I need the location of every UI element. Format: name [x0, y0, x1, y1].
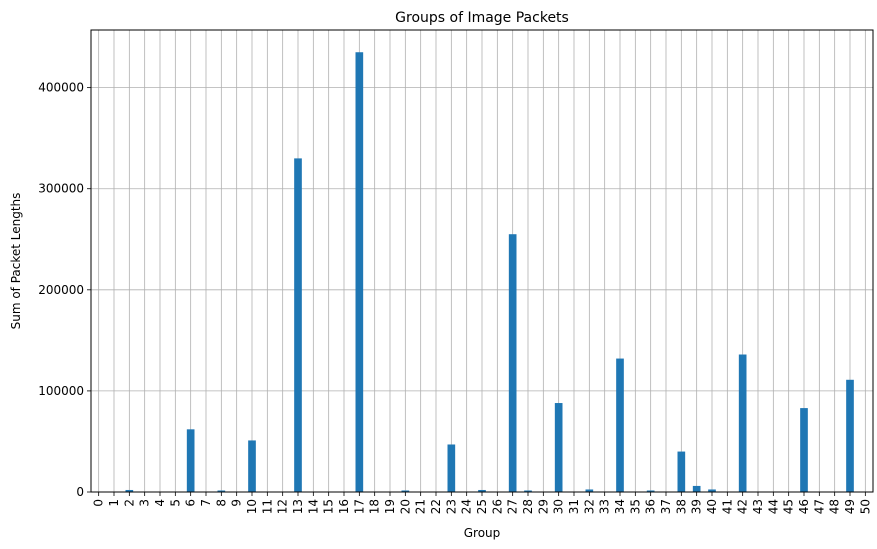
- chart-title: Groups of Image Packets: [395, 10, 569, 26]
- x-tick-label: 13: [291, 499, 305, 514]
- x-tick-label: 15: [322, 499, 336, 514]
- bar: [125, 489, 134, 492]
- x-tick-label: 39: [690, 499, 704, 514]
- x-tick-label: 20: [398, 499, 412, 514]
- x-tick-label: 33: [598, 499, 612, 514]
- x-tick-label: 23: [444, 499, 458, 514]
- x-tick-label: 11: [260, 499, 274, 514]
- x-tick-label: 46: [797, 499, 811, 514]
- x-tick-label: 40: [705, 499, 719, 514]
- x-axis-label: Group: [464, 526, 501, 540]
- x-tick-label: 3: [138, 499, 152, 507]
- x-tick-label: 14: [306, 499, 320, 514]
- x-tick-label: 18: [368, 499, 382, 514]
- x-tick-label: 47: [812, 499, 826, 514]
- x-tick-label: 4: [153, 499, 167, 507]
- x-tick-label: 0: [92, 499, 106, 507]
- x-tick-label: 45: [782, 499, 796, 514]
- y-tick-label: 300000: [38, 182, 84, 196]
- bar: [294, 158, 302, 492]
- x-tick-label: 5: [168, 499, 182, 507]
- x-tick-label: 21: [414, 499, 428, 514]
- x-tick-label: 9: [230, 499, 244, 507]
- x-tick-label: 30: [552, 499, 566, 514]
- x-tick-label: 37: [659, 499, 673, 514]
- bar: [646, 490, 655, 492]
- x-tick-label: 22: [429, 499, 443, 514]
- x-tick-label: 49: [843, 499, 857, 514]
- x-tick-label: 50: [858, 499, 872, 514]
- bar: [401, 490, 410, 492]
- x-tick-label: 35: [628, 499, 642, 514]
- x-tick-label: 28: [521, 499, 535, 514]
- bar: [186, 429, 195, 492]
- x-tick-label: 43: [751, 499, 765, 514]
- x-tick-label: 24: [460, 499, 474, 514]
- x-axis: 0 1 2 3 4 5 6 7 8 9 10 11 12 13 14 15 16 17 18 19 20 21 22 23 24…: [92, 492, 872, 514]
- x-tick-label: 7: [199, 499, 213, 507]
- x-tick-label: 38: [674, 499, 688, 514]
- bar: [508, 234, 517, 492]
- x-tick-label: 27: [506, 499, 520, 514]
- bar: [447, 444, 456, 492]
- x-tick-label: 31: [567, 499, 581, 514]
- x-tick-label: 8: [214, 499, 228, 507]
- x-tick-label: 48: [828, 499, 842, 514]
- x-tick-label: 42: [736, 499, 750, 514]
- bar: [738, 354, 747, 492]
- bar: [355, 52, 364, 493]
- x-tick-label: 44: [766, 499, 780, 514]
- bar: [616, 358, 624, 492]
- x-tick-label: 32: [582, 499, 596, 514]
- x-tick-label: 26: [490, 499, 504, 514]
- x-tick-label: 1: [107, 499, 121, 507]
- bar: [524, 490, 532, 492]
- y-axis-label: Sum of Packet Lengths: [9, 193, 23, 330]
- x-tick-label: 10: [245, 499, 259, 514]
- y-tick-label: 100000: [38, 384, 84, 398]
- bar: [248, 440, 256, 492]
- bar: [217, 490, 226, 492]
- bar: [800, 408, 808, 492]
- bar: [677, 451, 686, 492]
- bar: [846, 379, 854, 492]
- y-tick-label: 0: [76, 485, 84, 499]
- x-tick-label: 36: [644, 499, 658, 514]
- bars: [125, 52, 854, 493]
- x-tick-label: 6: [184, 499, 198, 507]
- x-tick-label: 41: [720, 499, 734, 514]
- x-tick-label: 17: [352, 499, 366, 514]
- x-tick-label: 2: [122, 499, 136, 507]
- bar: [585, 489, 594, 492]
- bar: [692, 485, 701, 492]
- y-tick-label: 400000: [38, 81, 84, 95]
- y-axis: 0 100000 200000 300000 400000: [38, 81, 91, 499]
- x-tick-label: 25: [475, 499, 489, 514]
- x-tick-label: 34: [613, 499, 627, 514]
- x-tick-label: 12: [276, 499, 290, 514]
- bar: [554, 403, 563, 492]
- y-tick-label: 200000: [38, 283, 84, 297]
- grid: [91, 30, 873, 493]
- bar: [478, 489, 486, 492]
- x-tick-label: 16: [337, 499, 351, 514]
- x-tick-label: 19: [383, 499, 397, 514]
- bar: [708, 489, 716, 492]
- x-tick-label: 29: [536, 499, 550, 514]
